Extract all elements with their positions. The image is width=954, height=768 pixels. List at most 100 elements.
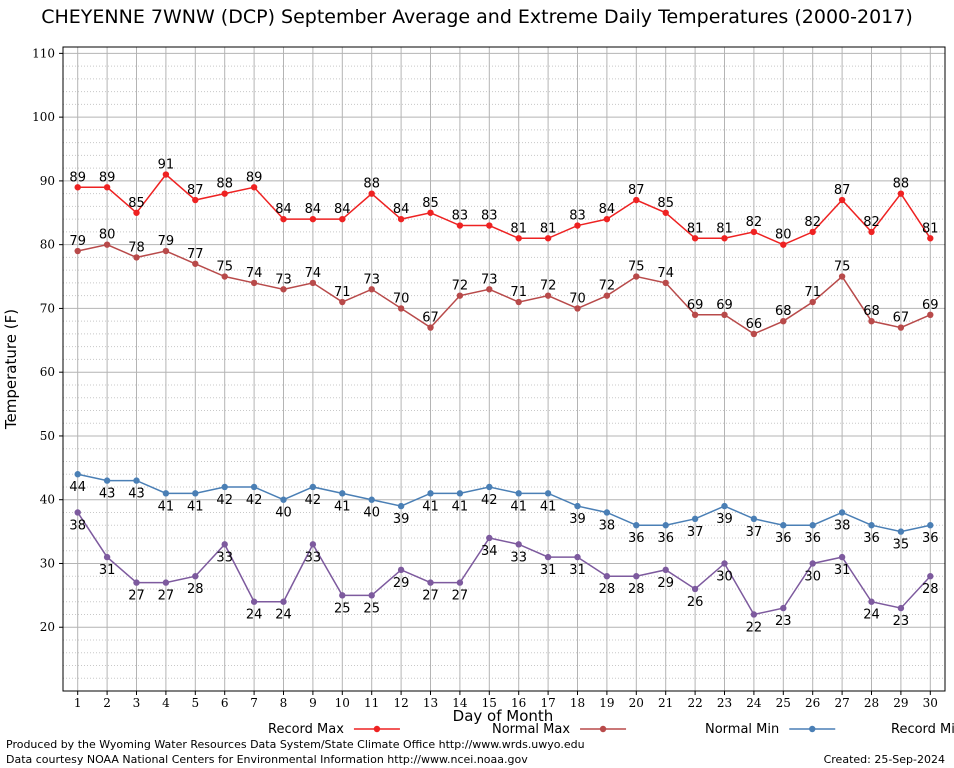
series-layer bbox=[74, 171, 934, 618]
point-record-max bbox=[603, 215, 611, 223]
data-label-normal-min: 42 bbox=[216, 493, 233, 508]
data-label-record-min: 27 bbox=[422, 589, 439, 604]
point-normal-min bbox=[780, 522, 787, 529]
point-record-min bbox=[339, 592, 346, 599]
legend-marker-normal-min bbox=[809, 725, 816, 733]
point-record-max bbox=[633, 196, 640, 204]
data-label-record-min: 30 bbox=[716, 569, 733, 584]
point-record-min bbox=[574, 553, 581, 561]
point-record-min bbox=[544, 553, 552, 561]
point-record-min bbox=[603, 573, 611, 580]
point-record-max bbox=[691, 235, 699, 242]
point-normal-min bbox=[427, 490, 434, 497]
data-label-record-min: 31 bbox=[99, 563, 116, 578]
point-normal-max bbox=[74, 247, 81, 255]
point-normal-max bbox=[250, 279, 258, 287]
point-normal-max bbox=[662, 279, 669, 287]
data-label-record-min: 23 bbox=[893, 614, 910, 629]
legend-label-record-max: Record Max bbox=[268, 722, 344, 737]
point-record-max bbox=[868, 228, 875, 236]
point-record-max bbox=[192, 196, 199, 204]
x-tick-label: 12 bbox=[393, 696, 408, 710]
point-normal-min bbox=[162, 490, 170, 497]
data-label-normal-max: 68 bbox=[863, 304, 880, 319]
data-label-record-max: 84 bbox=[305, 202, 322, 217]
data-label-record-max: 82 bbox=[804, 215, 821, 230]
data-label-record-max: 89 bbox=[99, 170, 116, 185]
data-label-normal-min: 42 bbox=[246, 493, 263, 508]
point-normal-max bbox=[838, 273, 846, 280]
data-label-normal-max: 66 bbox=[746, 317, 763, 332]
data-label-normal-min: 36 bbox=[863, 531, 880, 546]
data-label-normal-min: 36 bbox=[775, 531, 792, 546]
point-normal-min bbox=[897, 528, 905, 535]
point-record-min bbox=[927, 573, 934, 580]
point-normal-min bbox=[221, 483, 228, 491]
data-label-normal-min: 42 bbox=[481, 493, 498, 508]
point-record-max bbox=[397, 215, 405, 223]
point-normal-max bbox=[397, 305, 405, 312]
data-label-record-max: 88 bbox=[363, 177, 380, 192]
x-tick-label: 26 bbox=[805, 696, 820, 710]
point-record-max bbox=[721, 235, 728, 242]
point-normal-max bbox=[162, 247, 170, 255]
x-tick-label: 4 bbox=[162, 696, 170, 710]
point-record-max bbox=[750, 228, 758, 236]
point-record-min bbox=[897, 604, 905, 612]
x-tick-label: 5 bbox=[191, 696, 199, 710]
point-record-max bbox=[368, 190, 375, 197]
point-normal-max bbox=[456, 292, 464, 299]
data-label-record-max: 81 bbox=[510, 221, 527, 236]
x-tick-label: 8 bbox=[280, 696, 288, 710]
point-normal-min bbox=[750, 515, 758, 523]
series-line-normal-min bbox=[77, 473, 931, 533]
data-label-normal-max: 77 bbox=[187, 247, 204, 262]
point-record-min bbox=[515, 541, 522, 548]
point-record-min bbox=[486, 534, 493, 542]
series-line-record-min bbox=[77, 512, 931, 616]
data-label-record-max: 85 bbox=[657, 196, 674, 211]
data-label-record-max: 83 bbox=[481, 209, 498, 224]
point-record-max bbox=[838, 196, 846, 204]
y-axis-label: Temperature (F) bbox=[2, 309, 20, 430]
point-record-max bbox=[897, 190, 905, 197]
point-normal-min bbox=[192, 490, 199, 497]
data-label-normal-max: 79 bbox=[158, 234, 175, 249]
x-tick-label: 3 bbox=[133, 696, 141, 710]
x-tick-label: 11 bbox=[364, 696, 379, 710]
data-label-normal-min: 38 bbox=[834, 518, 851, 533]
data-label-normal-max: 67 bbox=[893, 311, 910, 326]
data-label-record-min: 31 bbox=[569, 563, 586, 578]
data-label-normal-min: 41 bbox=[540, 499, 557, 514]
point-normal-min bbox=[544, 490, 552, 497]
point-record-max bbox=[162, 171, 170, 178]
legend: Record Max Normal Max Normal Min Record Min bbox=[268, 722, 954, 737]
series-line-record-max bbox=[77, 173, 931, 246]
point-record-max bbox=[456, 222, 464, 229]
point-normal-max bbox=[280, 286, 287, 293]
data-label-normal-min: 41 bbox=[187, 499, 204, 514]
point-normal-max bbox=[103, 241, 111, 248]
point-normal-min bbox=[133, 477, 140, 484]
point-record-min bbox=[633, 573, 640, 580]
point-record-max bbox=[339, 215, 346, 223]
point-normal-min bbox=[662, 522, 669, 529]
data-label-record-max: 87 bbox=[628, 183, 645, 198]
plot-frame bbox=[62, 46, 946, 692]
x-tick-label: 18 bbox=[570, 696, 585, 710]
x-tick-label: 6 bbox=[221, 696, 229, 710]
data-label-normal-min: 40 bbox=[363, 506, 380, 521]
x-tick-label: 14 bbox=[452, 696, 468, 710]
point-normal-min bbox=[721, 502, 728, 510]
point-normal-min bbox=[515, 490, 522, 497]
data-label-record-max: 82 bbox=[863, 215, 880, 230]
data-label-normal-min: 41 bbox=[334, 499, 351, 514]
point-record-min bbox=[74, 509, 81, 516]
y-tick-label: 80 bbox=[40, 238, 55, 252]
point-record-min bbox=[103, 553, 111, 561]
point-normal-min bbox=[74, 471, 81, 478]
y-tick-label: 100 bbox=[32, 110, 55, 124]
point-normal-max bbox=[868, 317, 875, 325]
x-tick-label: 7 bbox=[250, 696, 258, 710]
point-normal-max bbox=[927, 311, 934, 319]
